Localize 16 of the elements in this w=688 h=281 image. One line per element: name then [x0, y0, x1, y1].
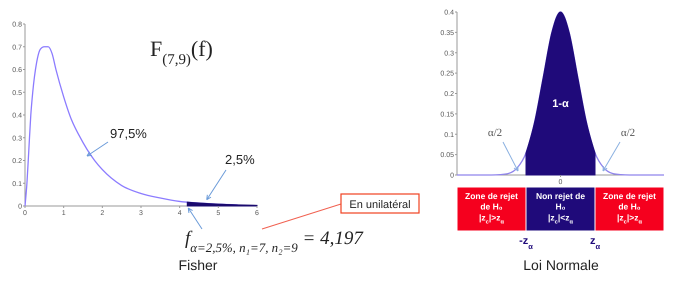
- text: Zone de rejet de H₀ |z$_{c}$|>z$_{α}$: [465, 191, 518, 226]
- annotation: α/2: [488, 127, 502, 139]
- text: -z$_{α}$: [519, 235, 534, 250]
- text: Zone de rejet de H₀ |z$_{c}$|>z$_{α}$: [603, 191, 656, 226]
- annotation: f$_{α=2,5%, n₁=7, n₂=9}$ = 4,197: [185, 228, 364, 254]
- annotation: 1-α: [552, 98, 570, 110]
- annotation: 97,5%: [110, 126, 148, 141]
- text: z$_{α}$: [590, 235, 600, 250]
- text: Non rejet de H₀ |z$_{c}$|<z$_{α}$: [536, 191, 586, 226]
- text: F$_{(7,9)}$(f): [150, 36, 213, 68]
- annotation: 2,5%: [225, 152, 256, 167]
- line-series: [456, 11, 665, 176]
- text: En unilatéral: [349, 199, 411, 211]
- x-axis-title: Loi Normale: [523, 257, 599, 273]
- x-axis-title: Fisher: [178, 257, 218, 273]
- annotation: α/2: [620, 127, 636, 139]
